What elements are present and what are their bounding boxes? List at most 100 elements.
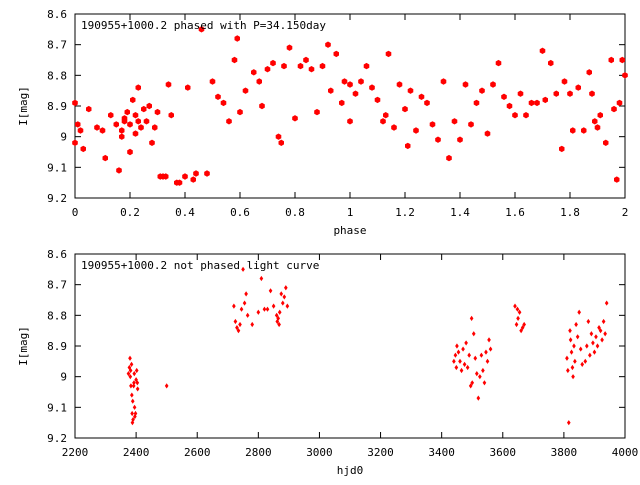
x-tick-label: 2200: [62, 446, 89, 459]
data-point: [566, 420, 571, 426]
data-point: [440, 78, 447, 85]
data-point: [226, 118, 232, 125]
data-point: [570, 127, 576, 134]
data-point: [292, 115, 298, 122]
data-point: [575, 334, 580, 340]
x-tick-label: 0.2: [120, 206, 140, 219]
data-point: [591, 340, 595, 346]
data-point: [600, 337, 604, 343]
data-point: [424, 99, 430, 107]
data-point: [275, 133, 282, 140]
data-point: [479, 352, 484, 358]
data-point: [581, 127, 587, 134]
data-point: [176, 179, 183, 186]
data-point: [124, 108, 130, 116]
data-point: [130, 392, 134, 398]
data-point: [113, 121, 119, 128]
data-point: [127, 121, 133, 128]
data-point: [209, 78, 216, 85]
data-point: [325, 41, 331, 48]
data-point: [165, 81, 172, 88]
data-point: [473, 355, 478, 361]
data-point: [297, 62, 304, 70]
data-point: [385, 50, 392, 58]
y-tick-label: 9.2: [47, 192, 67, 205]
data-point: [517, 309, 522, 315]
data-point: [458, 358, 462, 364]
data-point: [470, 380, 475, 386]
data-point: [569, 349, 574, 355]
y-tick-label: 9.1: [47, 401, 67, 414]
y-tick-label: 9: [60, 131, 67, 144]
data-point: [429, 121, 436, 128]
data-point: [413, 127, 419, 134]
x-tick-label: 3600: [490, 446, 517, 459]
data-point: [594, 334, 598, 340]
data-point: [250, 321, 255, 328]
data-point: [456, 349, 461, 355]
data-point: [517, 90, 524, 97]
data-point: [108, 112, 114, 119]
data-point: [573, 358, 577, 364]
data-point: [251, 69, 257, 76]
data-point: [391, 124, 397, 131]
data-point: [220, 99, 227, 107]
data-point: [242, 300, 247, 306]
data-point: [149, 139, 155, 146]
x-axis-ticks: 0 0.2 0.4 0.6 0.8 1 1.2 1.4 1.6 1.8 2: [72, 14, 629, 219]
data-point: [462, 81, 469, 88]
data-point: [185, 84, 191, 91]
x-tick-label: 3200: [367, 446, 394, 459]
data-point: [131, 383, 136, 389]
data-point: [594, 124, 601, 131]
data-point: [570, 364, 575, 371]
data-point: [268, 288, 273, 294]
data-point: [134, 367, 139, 374]
data-point: [163, 173, 169, 180]
y-tick-label: 9: [60, 371, 67, 384]
data-point: [233, 318, 238, 325]
data-point: [72, 99, 78, 107]
data-point: [232, 303, 236, 309]
y-tick-label: 9.1: [47, 161, 67, 174]
y-tick-label: 8.6: [47, 248, 67, 261]
data-point: [328, 87, 334, 94]
data-point: [479, 87, 485, 94]
data-point: [239, 306, 244, 312]
data-point: [314, 108, 320, 116]
data-point: [190, 176, 196, 183]
data-point: [152, 124, 158, 131]
data-point: [262, 306, 267, 312]
data-point: [566, 367, 570, 374]
data-point: [619, 56, 625, 64]
data-point: [514, 321, 519, 328]
data-point: [369, 84, 375, 91]
data-point: [341, 78, 348, 85]
x-tick-label: 0.8: [285, 206, 305, 219]
data-point: [452, 358, 456, 364]
data-point: [597, 112, 603, 119]
data-point: [86, 105, 92, 113]
y-axis-ticks: 8.6 8.7 8.8 8.9 9 9.1 9.2: [47, 248, 625, 445]
data-point: [121, 118, 128, 125]
data-point: [478, 374, 482, 380]
data-point: [462, 361, 467, 367]
data-point: [476, 395, 481, 401]
unphased-chart: 2200 2400 2600 2800 3000 3200 3400 3600 3800 4000…: [17, 248, 638, 477]
data-point: [539, 47, 546, 54]
data-point: [363, 62, 370, 70]
data-point: [572, 343, 576, 349]
x-tick-label: 2400: [123, 446, 150, 459]
data-point: [542, 96, 548, 104]
data-point: [276, 315, 281, 321]
x-axis-ticks: 2200 2400 2600 2800 3000 3200 3400 3600 3800 4000: [62, 254, 638, 459]
data-point: [451, 118, 458, 125]
x-tick-label: 2600: [184, 446, 211, 459]
x-tick-label: 2: [622, 206, 629, 219]
data-point: [464, 340, 468, 346]
y-tick-label: 8.8: [47, 309, 67, 322]
data-point: [468, 121, 474, 128]
data-point: [102, 154, 108, 162]
data-point: [455, 343, 459, 349]
data-point: [286, 44, 293, 51]
